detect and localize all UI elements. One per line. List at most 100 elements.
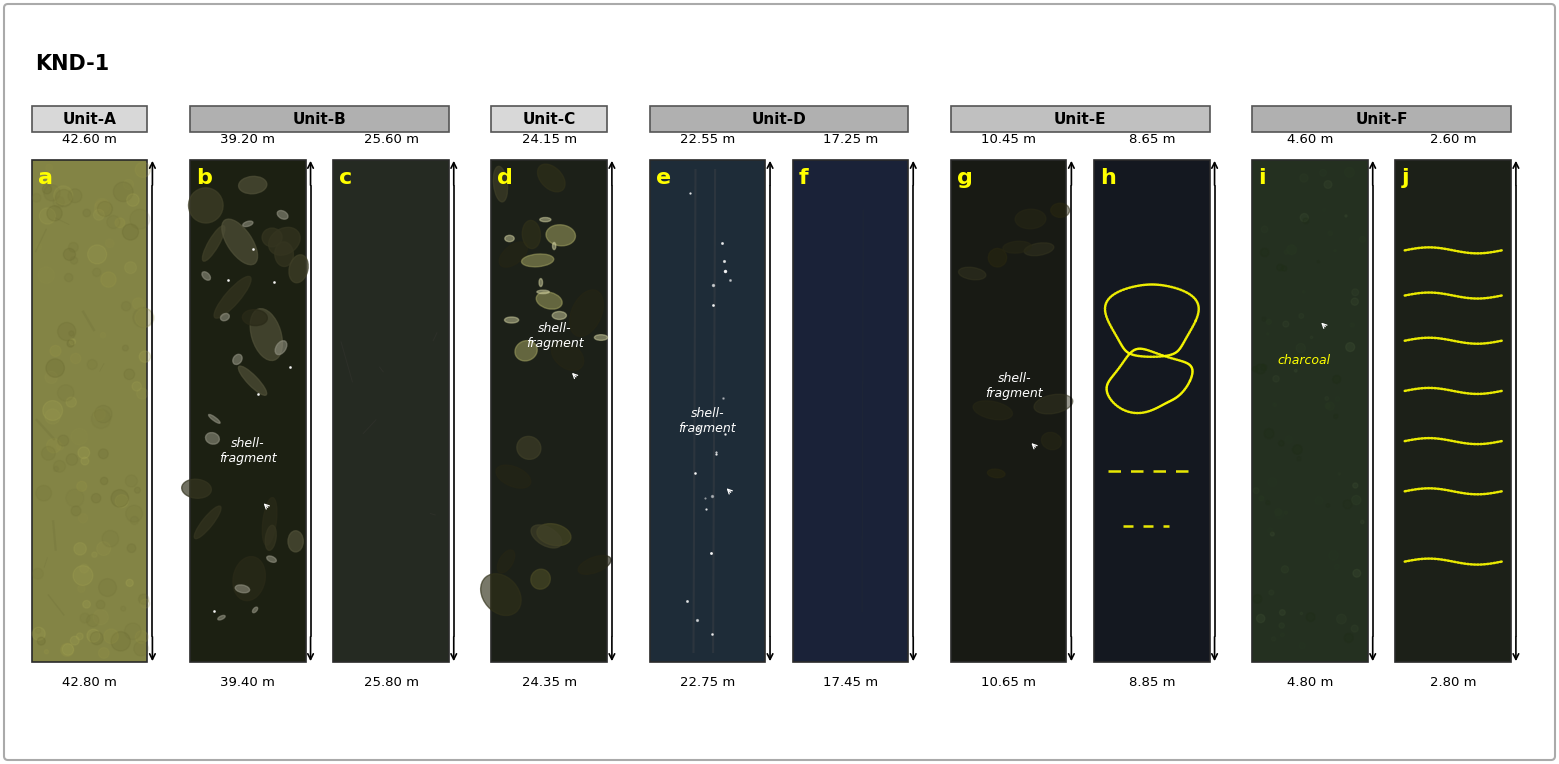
Ellipse shape: [496, 465, 530, 488]
Circle shape: [136, 309, 154, 327]
Circle shape: [80, 613, 90, 623]
Circle shape: [126, 579, 133, 587]
Bar: [491, 160, 606, 662]
FancyBboxPatch shape: [33, 106, 148, 132]
Circle shape: [1302, 290, 1305, 293]
Circle shape: [1271, 532, 1274, 536]
Circle shape: [1275, 509, 1281, 516]
Ellipse shape: [497, 550, 514, 573]
Circle shape: [125, 262, 137, 274]
Ellipse shape: [522, 220, 541, 248]
Circle shape: [1283, 321, 1289, 327]
Circle shape: [95, 198, 109, 212]
Circle shape: [1335, 414, 1338, 419]
Circle shape: [1327, 503, 1330, 507]
Circle shape: [1359, 236, 1366, 242]
Circle shape: [1255, 364, 1266, 374]
Text: g: g: [957, 168, 973, 188]
Circle shape: [136, 630, 148, 643]
Circle shape: [1299, 643, 1305, 649]
Circle shape: [1280, 633, 1285, 637]
Text: j: j: [1402, 168, 1409, 188]
Circle shape: [53, 186, 73, 205]
Circle shape: [1300, 213, 1308, 222]
Ellipse shape: [493, 167, 508, 202]
Circle shape: [1322, 209, 1325, 212]
Text: 25.60 m: 25.60 m: [363, 133, 418, 146]
Circle shape: [115, 218, 125, 228]
Ellipse shape: [189, 188, 223, 223]
Circle shape: [1300, 174, 1308, 182]
Text: Unit-E: Unit-E: [1054, 112, 1107, 127]
Circle shape: [45, 359, 64, 377]
Circle shape: [1352, 298, 1358, 306]
Text: 4.80 m: 4.80 m: [1286, 676, 1333, 689]
Circle shape: [1272, 376, 1280, 382]
Circle shape: [140, 599, 150, 608]
Text: b: b: [196, 168, 212, 188]
Circle shape: [123, 224, 139, 240]
Circle shape: [134, 641, 148, 656]
Circle shape: [1328, 551, 1338, 560]
Circle shape: [1353, 569, 1361, 577]
Circle shape: [1286, 245, 1297, 254]
Circle shape: [47, 439, 61, 453]
Ellipse shape: [278, 211, 288, 219]
Circle shape: [123, 180, 134, 189]
Text: 22.55 m: 22.55 m: [680, 133, 734, 146]
Circle shape: [1299, 313, 1303, 319]
Ellipse shape: [546, 225, 575, 246]
Circle shape: [33, 193, 41, 202]
Circle shape: [1277, 264, 1283, 270]
Ellipse shape: [518, 436, 541, 459]
Ellipse shape: [1034, 394, 1073, 414]
Circle shape: [69, 242, 78, 252]
Text: Unit-F: Unit-F: [1355, 112, 1408, 127]
Text: 24.15 m: 24.15 m: [522, 133, 577, 146]
Text: 8.85 m: 8.85 m: [1129, 676, 1175, 689]
Circle shape: [104, 629, 118, 643]
Circle shape: [1285, 511, 1288, 514]
Circle shape: [1278, 441, 1285, 446]
Text: 10.65 m: 10.65 m: [981, 676, 1037, 689]
Circle shape: [1297, 457, 1302, 461]
Circle shape: [1266, 500, 1271, 505]
Circle shape: [1352, 495, 1361, 505]
Text: c: c: [340, 168, 352, 188]
Circle shape: [100, 478, 108, 484]
Circle shape: [1352, 289, 1358, 296]
Circle shape: [95, 406, 112, 422]
Text: f: f: [798, 168, 809, 188]
Circle shape: [111, 490, 128, 507]
Text: 10.45 m: 10.45 m: [981, 133, 1037, 146]
Circle shape: [87, 630, 100, 643]
Circle shape: [1266, 319, 1272, 325]
Circle shape: [33, 627, 45, 640]
Circle shape: [87, 245, 106, 264]
Ellipse shape: [480, 574, 521, 616]
Circle shape: [133, 298, 143, 309]
Bar: [1094, 160, 1210, 662]
Circle shape: [87, 360, 97, 370]
Text: 42.60 m: 42.60 m: [62, 133, 117, 146]
Text: d: d: [497, 168, 513, 188]
Circle shape: [133, 382, 142, 391]
Circle shape: [1267, 478, 1277, 487]
Ellipse shape: [182, 479, 212, 498]
Text: 22.75 m: 22.75 m: [680, 676, 734, 689]
Circle shape: [1335, 565, 1339, 569]
Circle shape: [101, 272, 115, 287]
Circle shape: [1336, 397, 1339, 401]
Ellipse shape: [532, 525, 561, 548]
Ellipse shape: [1015, 209, 1046, 229]
Circle shape: [1325, 397, 1328, 400]
Ellipse shape: [220, 313, 229, 321]
Circle shape: [1317, 261, 1319, 263]
Circle shape: [64, 274, 73, 282]
Circle shape: [1344, 500, 1352, 509]
Circle shape: [120, 606, 126, 611]
Circle shape: [94, 409, 104, 420]
Circle shape: [92, 552, 97, 558]
Circle shape: [108, 215, 120, 228]
Text: shell-
fragment: shell- fragment: [525, 322, 583, 350]
